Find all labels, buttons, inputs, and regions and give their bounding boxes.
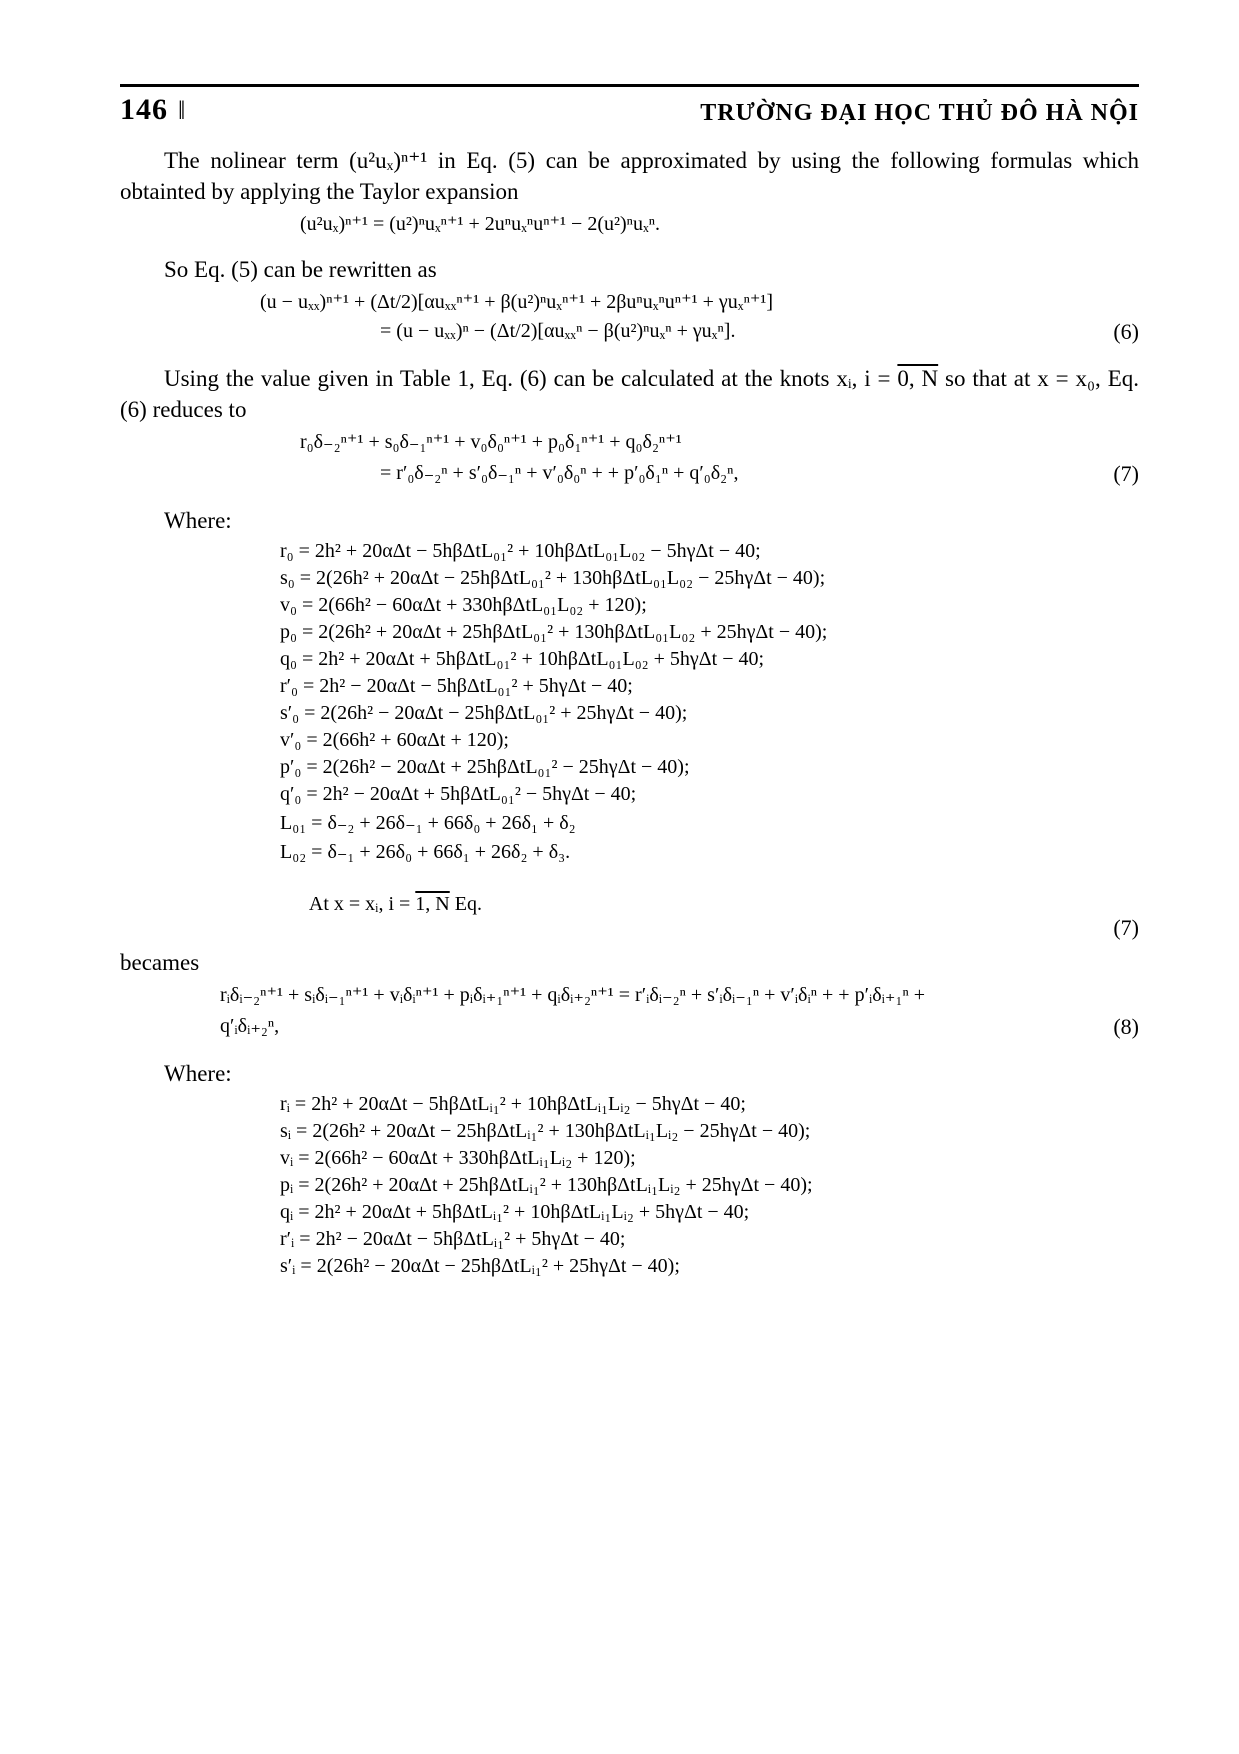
eq7a-line2: = r′₀δ₋₂ⁿ + s′₀δ₋₁ⁿ + v′₀δ₀ⁿ + + p′₀δ₁ⁿ …	[360, 460, 738, 485]
header-rule	[120, 84, 1139, 87]
eq6-line2: = (u − uₓₓ)ⁿ − (Δt/2)[αuₓₓⁿ − β(u²)ⁿuₓⁿ …	[380, 320, 735, 343]
para-rewritten: So Eq. (5) can be rewritten as	[120, 254, 1139, 285]
def-L01: L₀₁ = δ₋₂ + 26δ₋₁ + 66δ₀ + 26δ₁ + δ₂	[280, 810, 1139, 835]
university-name: TRƯỜNG ĐẠI HỌC THỦ ĐÔ HÀ NỘI	[700, 100, 1139, 127]
def-p0: p₀ = 2(26h² + 20αΔt + 25hβΔtL₀₁² + 130hβ…	[280, 621, 1139, 644]
def-si: sᵢ = 2(26h² + 20αΔt − 25hβΔtLᵢ₁² + 130hβ…	[280, 1120, 1139, 1143]
running-header: 146 ‖ TRƯỜNG ĐẠI HỌC THỦ ĐÔ HÀ NỘI	[120, 93, 1139, 127]
atxi-b: Eq.	[450, 893, 482, 915]
def-L02: L₀₂ = δ₋₁ + 26δ₀ + 66δ₁ + 26δ₂ + δ₃.	[280, 839, 1139, 864]
where-label-1: Where:	[120, 505, 1139, 536]
def-vp0: v′₀ = 2(66h² + 60αΔt + 120);	[280, 729, 1139, 752]
def-qp0: q′₀ = 2h² − 20αΔt + 5hβΔtL₀₁² − 5hγΔt − …	[280, 783, 1139, 806]
para-knots-a: Using the value given in Table 1, Eq. (6…	[164, 366, 897, 391]
header-divider: ‖	[178, 96, 185, 125]
def-s0: s₀ = 2(26h² + 20αΔt − 25hβΔtL₀₁² + 130hβ…	[280, 567, 1139, 590]
def-sp0: s′₀ = 2(26h² − 20αΔt − 25hβΔtL₀₁² + 25hγ…	[280, 702, 1139, 725]
atxi-a: At x = xᵢ, i =	[309, 893, 415, 915]
def-vi: vᵢ = 2(66h² − 60αΔt + 330hβΔtLᵢ₁Lᵢ₂ + 12…	[280, 1147, 1139, 1170]
eq8-line2-row: q′ᵢδᵢ₊₂ⁿ, (8)	[120, 1009, 1139, 1040]
eq6-line2-row: = (u − uₓₓ)ⁿ − (Δt/2)[αuₓₓⁿ − β(u²)ⁿuₓⁿ …	[120, 316, 1139, 345]
def-pp0: p′₀ = 2(26h² − 20αΔt + 25hβΔtL₀₁² − 25hγ…	[280, 756, 1139, 779]
page-number-group: 146 ‖	[120, 93, 185, 127]
atxi-row: At x = xᵢ, i = 1, N Eq. (7)	[120, 866, 1139, 941]
eq6-number: (6)	[1113, 319, 1139, 345]
def-pi: pᵢ = 2(26h² + 20αΔt + 25hβΔtLᵢ₁² + 130hβ…	[280, 1174, 1139, 1197]
where-label-2: Where:	[120, 1058, 1139, 1089]
eq8-line2: q′ᵢδᵢ₊₂ⁿ,	[220, 1013, 279, 1038]
para-nonlinear-term: The nolinear term (u²uₓ)ⁿ⁺¹ in Eq. (5) c…	[120, 145, 1139, 207]
def-spi: s′ᵢ = 2(26h² − 20αΔt − 25hβΔtLᵢ₁² + 25hγ…	[280, 1255, 1139, 1278]
para-knots-over: 0, N	[897, 366, 938, 391]
atxi-number: (7)	[1113, 915, 1139, 941]
eq6-line1: (u − uₓₓ)ⁿ⁺¹ + (Δt/2)[αuₓₓⁿ⁺¹ + β(u²)ⁿuₓ…	[260, 289, 1139, 314]
def-r0: r₀ = 2h² + 20αΔt − 5hβΔtL₀₁² + 10hβΔtL₀₁…	[280, 540, 1139, 563]
eq7a-number: (7)	[1113, 461, 1139, 487]
eq7a-line2-row: = r′₀δ₋₂ⁿ + s′₀δ₋₁ⁿ + v′₀δ₀ⁿ + + p′₀δ₁ⁿ …	[120, 456, 1139, 487]
page-number: 146	[120, 93, 168, 126]
page-root: 146 ‖ TRƯỜNG ĐẠI HỌC THỦ ĐÔ HÀ NỘI The n…	[0, 0, 1239, 1360]
atxi-eq: At x = xᵢ, i = 1, N Eq.	[280, 870, 482, 939]
def-rpi: r′ᵢ = 2h² − 20αΔt − 5hβΔtLᵢ₁² + 5hγΔt − …	[280, 1228, 1139, 1251]
para-knots: Using the value given in Table 1, Eq. (6…	[120, 363, 1139, 425]
eq7a-line1: r₀δ₋₂ⁿ⁺¹ + s₀δ₋₁ⁿ⁺¹ + v₀δ₀ⁿ⁺¹ + p₀δ₁ⁿ⁺¹ …	[300, 429, 1139, 454]
atxi-over: 1, N	[415, 893, 449, 915]
def-rp0: r′₀ = 2h² − 20αΔt − 5hβΔtL₀₁² + 5hγΔt − …	[280, 675, 1139, 698]
def-v0: v₀ = 2(66h² − 60αΔt + 330hβΔtL₀₁L₀₂ + 12…	[280, 594, 1139, 617]
eq8-line1: rᵢδᵢ₋₂ⁿ⁺¹ + sᵢδᵢ₋₁ⁿ⁺¹ + vᵢδᵢⁿ⁺¹ + pᵢδᵢ₊₁…	[220, 982, 1139, 1007]
eq-taylor: (u²uₓ)ⁿ⁺¹ = (u²)ⁿuₓⁿ⁺¹ + 2uⁿuₓⁿuⁿ⁺¹ − 2(…	[300, 211, 1139, 236]
eq8-number: (8)	[1113, 1014, 1139, 1040]
def-q0: q₀ = 2h² + 20αΔt + 5hβΔtL₀₁² + 10hβΔtL₀₁…	[280, 648, 1139, 671]
def-ri: rᵢ = 2h² + 20αΔt − 5hβΔtLᵢ₁² + 10hβΔtLᵢ₁…	[280, 1093, 1139, 1116]
def-qi: qᵢ = 2h² + 20αΔt + 5hβΔtLᵢ₁² + 10hβΔtLᵢ₁…	[280, 1201, 1139, 1224]
becames: becames	[120, 947, 1139, 978]
